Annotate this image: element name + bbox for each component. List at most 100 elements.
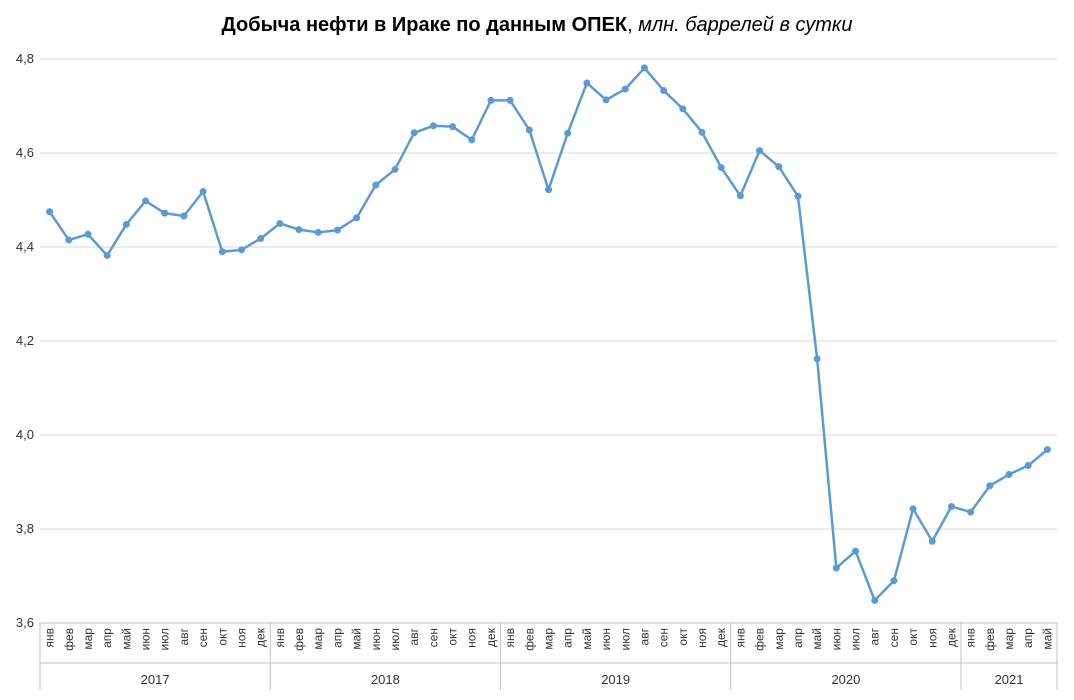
chart-title-main: Добыча нефти в Ираке по данным ОПЕК (221, 14, 628, 36)
data-point (142, 197, 150, 205)
x-tick-label: окт (446, 628, 460, 646)
x-tick-label: сен (657, 628, 671, 647)
data-point (640, 64, 648, 72)
x-tick-label: сен (887, 628, 901, 647)
x-tick-label: янв (503, 628, 517, 648)
x-tick-label: сен (196, 628, 210, 647)
x-tick-label: фев (522, 628, 536, 651)
data-point (736, 192, 744, 200)
data-point (525, 126, 533, 134)
data-point (928, 537, 936, 545)
data-point (986, 482, 994, 490)
y-tick-label: 3,6 (16, 615, 34, 630)
x-tick-label: июн (829, 628, 843, 650)
data-point (161, 209, 169, 217)
x-tick-label: дек (254, 627, 268, 647)
x-tick-label: окт (215, 628, 229, 646)
year-label: 2021 (995, 672, 1024, 687)
y-tick-label: 4,2 (16, 333, 34, 348)
data-point (1024, 462, 1032, 470)
x-tick-label: ноя (465, 628, 479, 648)
data-point (1043, 446, 1051, 454)
y-axis: 3,6 3,8 4,0 4,2 4,4 4,6 4,8 (16, 51, 34, 630)
x-tick-label: июл (158, 628, 172, 650)
chart-title-sep: , (627, 14, 639, 36)
x-tick-label: апр (1021, 628, 1035, 648)
data-point (429, 122, 437, 130)
data-point (180, 212, 188, 220)
data-point (295, 226, 303, 234)
data-point (257, 235, 265, 243)
data-point (468, 136, 476, 144)
x-tick-label: окт (906, 628, 920, 646)
x-tick-label: май (119, 628, 133, 650)
x-tick-label: май (1040, 628, 1054, 650)
x-tick-label: дек (484, 627, 498, 647)
data-point (967, 508, 975, 516)
y-tick-label: 3,8 (16, 521, 34, 536)
data-point (909, 505, 917, 513)
x-tick-label: ноя (925, 628, 939, 648)
series-line (48, 66, 1049, 602)
x-tick-label: апр (330, 628, 344, 648)
gridlines (40, 58, 1057, 530)
x-tick-label: май (810, 628, 824, 650)
x-tick-label: фев (292, 628, 306, 651)
data-point (314, 228, 322, 236)
data-point (84, 230, 92, 238)
data-point (756, 147, 764, 155)
x-tick-label: авг (407, 627, 421, 645)
data-point (333, 226, 341, 234)
data-point (832, 564, 840, 572)
data-point (871, 596, 879, 604)
year-label: 2017 (141, 672, 170, 687)
x-tick-label: янв (43, 628, 57, 648)
data-point (679, 105, 687, 113)
x-tick-label: апр (791, 628, 805, 648)
data-point (449, 123, 457, 131)
x-tick-label: фев (983, 628, 997, 651)
y-tick-label: 4,6 (16, 145, 34, 160)
x-tick-label: июн (139, 628, 153, 650)
x-tick-label: мар (542, 628, 556, 650)
data-point (602, 96, 610, 104)
x-tick-label: авг (177, 627, 191, 645)
x-tick-label: мар (772, 628, 786, 650)
data-point (353, 214, 361, 222)
x-tick-label: май (350, 628, 364, 650)
data-point (775, 163, 783, 171)
x-tick-label: янв (273, 628, 287, 648)
chart-title: Добыча нефти в Ираке по данным ОПЕК, млн… (0, 14, 1074, 37)
data-point (46, 208, 54, 216)
x-tick-label: дек (714, 627, 728, 647)
x-tick-label: сен (426, 628, 440, 647)
x-tick-label: авг (637, 627, 651, 645)
data-point (391, 165, 399, 173)
x-tick-label: июл (618, 628, 632, 650)
data-point (583, 79, 591, 87)
year-label: 2020 (831, 672, 860, 687)
data-point (852, 547, 860, 555)
x-tick-label: июл (388, 628, 402, 650)
x-tick-label: июл (849, 628, 863, 650)
data-point (890, 577, 898, 585)
data-point (698, 128, 706, 136)
data-point (794, 192, 802, 200)
data-point (947, 502, 955, 510)
x-tick-label: апр (561, 628, 575, 648)
data-point (506, 96, 514, 104)
x-tick-label: мар (311, 628, 325, 650)
data-point (1005, 470, 1013, 478)
x-tick-label: июн (369, 628, 383, 650)
x-tick-label: фев (753, 628, 767, 651)
y-tick-label: 4,8 (16, 51, 34, 66)
data-point (621, 85, 629, 93)
data-point (276, 220, 284, 227)
x-axis: янв фев мар апр май июн июл авг сен окт ноя дек янв ф… (39, 622, 1058, 690)
x-tick-label: фев (62, 628, 76, 651)
x-tick-label: янв (964, 628, 978, 648)
x-tick-label: апр (100, 628, 114, 648)
data-point (372, 181, 380, 189)
